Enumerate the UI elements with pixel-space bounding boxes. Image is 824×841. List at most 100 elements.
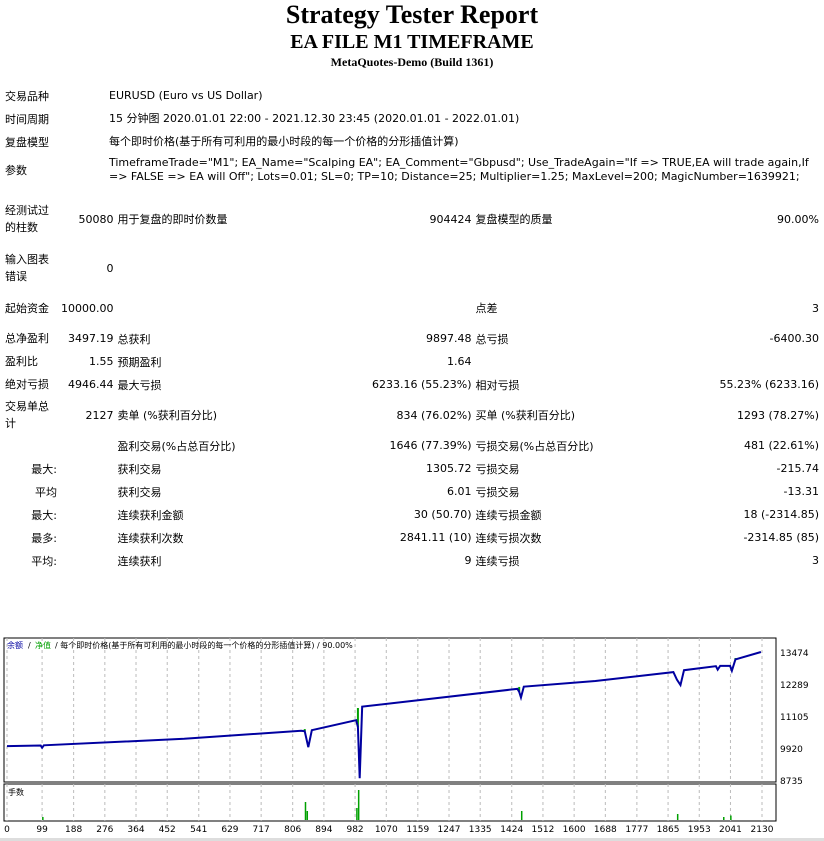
x-tick-label: 452 — [159, 825, 176, 835]
stat-value: 18 (-2314.85) — [743, 508, 819, 521]
stat-label: 预期盈利 — [117, 355, 162, 369]
stat-label — [3, 434, 59, 457]
stat-label: 获利交易 — [117, 462, 162, 476]
stat-label: 连续亏损 — [475, 554, 520, 568]
x-tick-label: 1159 — [406, 825, 429, 835]
stat-value: 3497.19 — [68, 332, 114, 345]
volume-bar — [676, 814, 679, 820]
x-tick-label: 1953 — [688, 825, 711, 835]
stat-value — [59, 480, 116, 503]
stat-value — [59, 434, 116, 457]
stat-label: 最大: — [31, 462, 57, 476]
stats-row: 绝对亏损 4946.44 最大亏损 6233.16 (55.23%) 相对亏损 … — [3, 373, 821, 396]
volume-bar — [356, 808, 358, 820]
stats-row: 最多: 连续获利次数 2841.11 (10) 连续亏损次数 -2314.85 … — [3, 526, 821, 549]
info-label: 复盘模型 — [5, 135, 49, 149]
x-tick-label: 0 — [4, 825, 10, 835]
x-tick-label: 1335 — [469, 825, 492, 835]
stat-value: 1.64 — [447, 355, 472, 368]
stat-label: 最大: — [31, 508, 57, 522]
stat-label: 最多: — [31, 531, 57, 545]
volume-bar — [520, 811, 523, 820]
x-tick-label: 541 — [190, 825, 207, 835]
stat-label: 输入图表错误 — [5, 253, 49, 283]
x-tick-label: 276 — [96, 825, 113, 835]
y-tick-label: 8735 — [780, 777, 803, 787]
stat-value — [638, 247, 822, 289]
legend-description: / 每个即时价格(基于所有可利用的最小时段的每一个价格的分形插值计算) / 90… — [55, 640, 353, 650]
stat-value: -6400.30 — [769, 332, 819, 345]
horizontal-scrollbar[interactable] — [0, 838, 824, 841]
stat-label — [116, 247, 300, 289]
stats-row: 盈利交易(%占总百分比) 1646 (77.39%) 亏损交易(%占总百分比) … — [3, 434, 821, 457]
stat-label: 相对亏损 — [475, 378, 520, 392]
stat-label: 总获利 — [117, 332, 151, 346]
build-info: MetaQuotes-Demo (Build 1361) — [330, 55, 494, 69]
info-value: TimeframeTrade="M1"; EA_Name="Scalping E… — [109, 156, 809, 183]
y-tick-label: 11105 — [780, 713, 809, 723]
info-value: 每个即时价格(基于所有可利用的最小时段的每一个价格的分形插值计算) — [109, 134, 459, 148]
legend-balance: 余额 — [7, 640, 23, 650]
stat-value: 3 — [812, 301, 819, 315]
main-plot-frame — [3, 637, 777, 783]
volume-bar — [42, 817, 44, 820]
stat-label: 盈利比 — [5, 355, 38, 368]
stat-value: 834 (76.02%) — [396, 408, 472, 422]
report-table: 交易品种 EURUSD (Euro vs US Dollar) 时间周期 15 分钟图… — [3, 84, 821, 187]
stat-label: 用于复盘的即时价数量 — [117, 213, 228, 226]
stats-row: 总净盈利 3497.19 总获利 9897.48 总亏损 -6400.30 — [3, 327, 821, 350]
info-row: 参数 TimeframeTrade="M1"; EA_Name="Scalping… — [3, 153, 821, 187]
volume-plot-frame — [3, 783, 777, 822]
stat-value: 1.55 — [89, 355, 114, 368]
legend-sep: / — [28, 641, 31, 650]
stat-value — [300, 289, 474, 327]
stat-value — [300, 247, 474, 289]
stat-label: 点差 — [475, 302, 498, 315]
x-tick-label: 806 — [284, 825, 301, 835]
x-tick-label: 894 — [315, 825, 332, 835]
stat-value: 30 (50.70) — [413, 508, 472, 521]
stat-label: 起始资金 — [5, 301, 49, 315]
stat-label: 连续获利金额 — [117, 508, 184, 522]
stats-row: 平均: 连续获利 9 连续亏损 3 — [3, 549, 821, 572]
stat-label: 亏损交易(%占总百分比) — [475, 439, 594, 453]
stats-table: 经测试过的柱数 50080 用于复盘的即时价数量 904424 复盘模型的质量 … — [3, 191, 821, 572]
volume-bar — [730, 815, 732, 820]
x-tick-label: 1600 — [563, 825, 586, 835]
stat-value: -215.74 — [776, 462, 819, 475]
stat-value: 6.01 — [447, 485, 472, 498]
stat-value: 4946.44 — [68, 378, 114, 391]
stat-value — [59, 503, 116, 526]
stat-value: 0 — [106, 261, 114, 275]
volume-bar — [357, 790, 360, 820]
stat-value: 9 — [464, 554, 472, 567]
stats-row: 盈利比 1.55 预期盈利 1.64 — [3, 350, 821, 373]
stat-label — [474, 350, 638, 373]
stat-value: 50080 — [78, 212, 114, 226]
balance-chart: 0 99 188 276 364 452 541 629 717 806 894 982 1070 115… — [0, 637, 824, 841]
stat-label: 连续亏损次数 — [475, 531, 542, 545]
stats-row: 起始资金 10000.00 点差 3 — [3, 289, 821, 327]
stats-row: 交易单总计 2127 卖单 (%获利百分比) 834 (76.02%) 买单 (… — [3, 396, 821, 434]
stat-value: -13.31 — [783, 485, 819, 498]
x-tick-label: 629 — [221, 825, 238, 835]
x-tick-label: 364 — [127, 825, 144, 835]
info-label: 时间周期 — [5, 112, 49, 126]
stat-label: 复盘模型的质量 — [475, 213, 553, 226]
volume-bar — [304, 802, 307, 820]
x-tick-label: 2130 — [751, 825, 774, 835]
y-tick-label: 12289 — [780, 681, 809, 691]
stat-value: -2314.85 (85) — [743, 531, 819, 544]
stat-label: 获利交易 — [117, 485, 162, 499]
volume-label: 手数 — [8, 787, 24, 797]
report-header: Strategy Tester Report EA FILE M1 TIMEFR… — [0, 0, 824, 70]
stat-label: 亏损交易 — [475, 462, 520, 476]
stat-value: 2127 — [85, 408, 114, 422]
stat-label: 最大亏损 — [117, 378, 162, 392]
stat-value: 90.00% — [777, 212, 819, 226]
x-tick-label: 2041 — [719, 825, 742, 835]
info-value: EURUSD (Euro vs US Dollar) — [109, 88, 263, 102]
stat-value: 6233.16 (55.23%) — [371, 378, 472, 391]
x-tick-label: 1070 — [375, 825, 398, 835]
stat-label: 连续获利 — [117, 554, 162, 568]
